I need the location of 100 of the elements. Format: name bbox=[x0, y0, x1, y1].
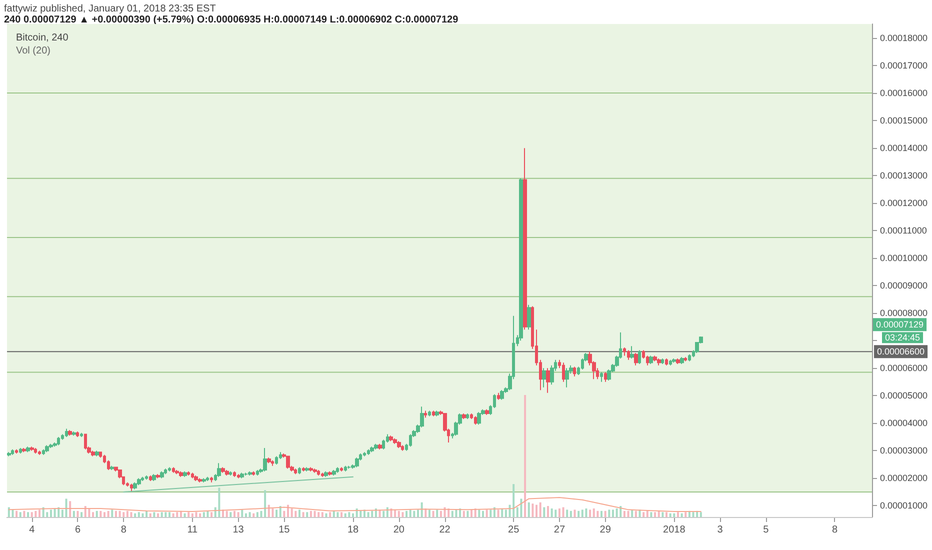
bar bbox=[210, 512, 213, 517]
candlestick bbox=[397, 440, 401, 448]
y-tick-label: 0.00008000 bbox=[880, 308, 928, 318]
y-tick-label: 0.00011000 bbox=[880, 226, 927, 236]
candlestick bbox=[133, 482, 137, 490]
candlestick bbox=[340, 466, 343, 472]
bar bbox=[420, 502, 423, 517]
bar bbox=[589, 510, 592, 517]
bar bbox=[114, 510, 117, 517]
bar bbox=[260, 510, 262, 517]
x-tick-label: 2018 bbox=[663, 524, 686, 536]
annotation: 240 0.00007129 ▲ +0.00000390 (+5.79%) O:0.00006935 H:0.00007149 L:0.00006902 C:0.00007129 bbox=[4, 14, 459, 26]
x-tick-label: 20 bbox=[393, 524, 405, 536]
bar bbox=[290, 508, 293, 517]
bar bbox=[642, 512, 645, 517]
bar bbox=[654, 512, 656, 517]
candlestick bbox=[164, 468, 167, 475]
bar bbox=[490, 510, 492, 517]
bar bbox=[440, 510, 442, 517]
bar bbox=[58, 507, 60, 517]
x-tick-label: 25 bbox=[508, 524, 520, 536]
x-tick-label: 11 bbox=[187, 524, 198, 536]
candlestick bbox=[370, 446, 374, 453]
y-tick-label: 0.00012000 bbox=[880, 198, 928, 208]
ref-line-label: 0.00006600 bbox=[877, 346, 925, 357]
x-tick-label: 13 bbox=[232, 524, 244, 536]
bar bbox=[27, 512, 30, 517]
candlestick bbox=[30, 446, 34, 452]
x-tick-label: 5 bbox=[763, 524, 770, 536]
bar bbox=[126, 510, 128, 517]
bar bbox=[348, 512, 350, 517]
bar bbox=[294, 510, 297, 517]
bar bbox=[314, 510, 316, 517]
candlestick bbox=[191, 472, 194, 479]
candlestick bbox=[130, 483, 133, 492]
candlestick bbox=[26, 446, 30, 453]
bar bbox=[54, 508, 56, 517]
candlestick bbox=[634, 352, 638, 366]
bar bbox=[130, 512, 132, 517]
text: Vol (20) bbox=[16, 46, 50, 56]
bar bbox=[118, 510, 121, 517]
bar bbox=[272, 508, 274, 517]
candlestick bbox=[344, 465, 347, 472]
bar bbox=[230, 512, 232, 517]
candlestick bbox=[367, 448, 370, 456]
bar bbox=[402, 512, 404, 517]
bar bbox=[604, 510, 606, 517]
candlestick bbox=[562, 362, 565, 382]
y-tick-label: 0.00013000 bbox=[880, 170, 928, 181]
bar bbox=[146, 510, 148, 517]
candlestick bbox=[271, 460, 274, 466]
bar bbox=[680, 513, 683, 517]
candlestick bbox=[194, 474, 198, 482]
candlestick bbox=[305, 466, 309, 472]
bar bbox=[470, 510, 473, 517]
bar bbox=[528, 502, 530, 517]
candlestick bbox=[149, 474, 152, 482]
candlestick bbox=[401, 444, 404, 452]
bar bbox=[501, 508, 504, 517]
bar bbox=[42, 507, 44, 517]
candlestick bbox=[76, 430, 79, 438]
candlestick bbox=[432, 410, 435, 417]
candlestick bbox=[565, 368, 569, 388]
candlestick bbox=[221, 466, 225, 474]
bar bbox=[38, 510, 40, 517]
candlestick bbox=[653, 355, 657, 362]
y-tick-label: 0.00003000 bbox=[880, 446, 928, 456]
candlestick bbox=[11, 448, 14, 456]
bar bbox=[673, 513, 676, 517]
candlestick bbox=[309, 466, 313, 472]
candlestick bbox=[302, 466, 305, 472]
bar bbox=[444, 507, 446, 517]
x-tick-label: 8 bbox=[120, 524, 127, 536]
bar bbox=[96, 510, 98, 517]
candlestick bbox=[210, 476, 213, 483]
bar bbox=[100, 510, 102, 517]
bar bbox=[283, 510, 286, 517]
candlestick bbox=[298, 466, 301, 475]
bar bbox=[50, 510, 52, 517]
candlestick bbox=[676, 358, 680, 365]
bar bbox=[195, 512, 198, 517]
bar bbox=[122, 512, 125, 517]
bar bbox=[676, 512, 679, 517]
bar bbox=[436, 510, 438, 517]
bar bbox=[164, 512, 167, 517]
bar bbox=[302, 512, 304, 517]
bar bbox=[168, 512, 170, 517]
candlestick bbox=[378, 443, 382, 450]
bar bbox=[69, 501, 72, 517]
bar bbox=[504, 510, 507, 517]
bar bbox=[279, 506, 282, 517]
bar bbox=[546, 506, 549, 517]
candlestick bbox=[275, 456, 278, 465]
candlestick bbox=[336, 466, 339, 474]
bar bbox=[72, 510, 75, 517]
bar bbox=[111, 510, 114, 517]
candlestick bbox=[206, 476, 209, 482]
y-tick-label: 0.00001000 bbox=[880, 500, 928, 511]
candlestick bbox=[160, 470, 164, 479]
candlestick bbox=[229, 470, 232, 476]
